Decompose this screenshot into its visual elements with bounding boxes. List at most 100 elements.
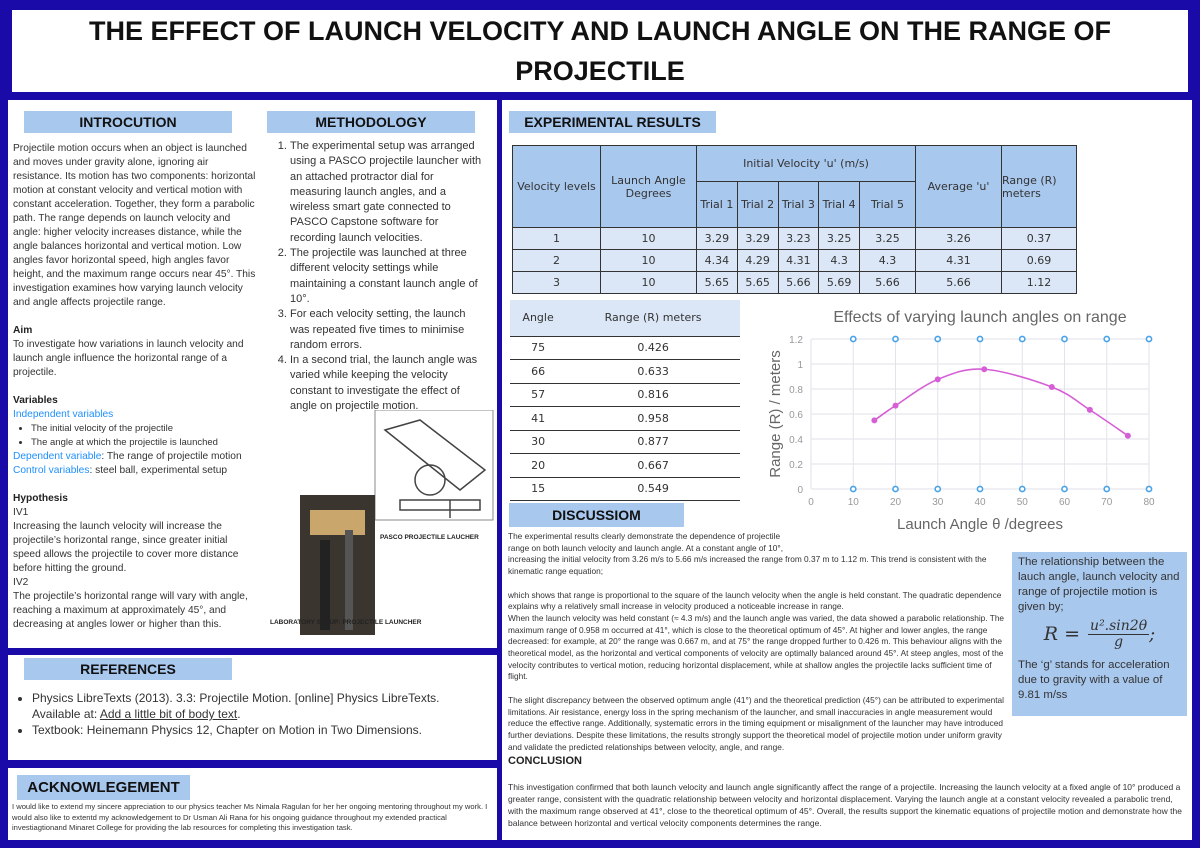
data-point: [871, 417, 878, 424]
data-point: [849, 485, 857, 493]
velocity-table: Velocity levels Launch Angle Degrees Initi…: [512, 145, 1077, 294]
dependent-label: Dependent variable: [13, 451, 102, 462]
table-row: 20 0.667: [510, 453, 740, 478]
dependent-text: : The range of projectile motion: [101, 451, 242, 462]
data-point: [934, 376, 941, 383]
table-cell: 4.3: [818, 249, 860, 272]
formula-note: The ‘g’ stands for acceleration due to g…: [1018, 659, 1170, 701]
data-point: [976, 335, 984, 343]
col-trial: Trial 4: [818, 181, 860, 228]
table-cell: 5.66: [859, 271, 916, 294]
table-cell: 3.25: [859, 227, 916, 250]
angle-range-chart: Effects of varying launch angles on rang…: [767, 309, 1155, 533]
x-tick-label: 20: [890, 497, 902, 508]
results-heading: EXPERIMENTAL RESULTS: [509, 111, 716, 133]
y-tick-label: 0.2: [789, 460, 803, 471]
data-point: [892, 335, 899, 343]
iv1-label: IV1: [13, 507, 29, 518]
x-tick-label: 0: [808, 497, 814, 508]
table-cell: 41: [510, 406, 567, 431]
x-tick-label: 50: [1017, 497, 1029, 508]
y-tick-label: 1.2: [789, 335, 803, 346]
references-list: Physics LibreTexts (2013). 3.3: Projecti…: [14, 690, 484, 738]
table-row: 2 10 4.34 4.29 4.31 4.3 4.3 4.31 0.69: [512, 249, 1077, 272]
discussion-section: The experimental results clearly demonst…: [508, 531, 1008, 753]
x-tick-label: 60: [1059, 497, 1071, 508]
iv1-text: Increasing the launch velocity will incr…: [13, 521, 239, 574]
methodology-heading: METHODOLOGY: [267, 111, 475, 133]
caption-lab-setup: LABORATORY SETUP: PROJECTILE LAUNCHER: [270, 619, 422, 626]
data-point: [1124, 432, 1131, 439]
intro-heading: INTROCUTION: [24, 111, 232, 133]
table-cell: 5.66: [777, 271, 820, 294]
reference-text-end: .: [237, 707, 241, 721]
table-cell: 3.25: [818, 227, 860, 250]
data-point: [976, 485, 984, 493]
method-step: The projectile was launched at three dif…: [290, 246, 484, 307]
table-cell: 3.29: [696, 227, 738, 250]
formula-lhs: R =: [1043, 623, 1081, 645]
data-point: [1061, 485, 1068, 493]
x-axis-label: Launch Angle θ /degrees: [897, 516, 1063, 533]
reference-item: Textbook: Heinemann Physics 12, Chapter …: [32, 722, 484, 738]
formula-numerator: u².sin2θ: [1088, 618, 1150, 635]
table-row: 3 10 5.65 5.65 5.66 5.69 5.66 5.66 1.12: [512, 271, 1077, 294]
table-cell: 4.31: [915, 249, 1002, 272]
data-point: [1048, 384, 1055, 390]
data-point: [849, 335, 857, 343]
reference-link[interactable]: Add a little bit of body text: [99, 707, 238, 721]
data-point: [1086, 406, 1093, 413]
discussion-p4: The slight discrepancy between the obser…: [508, 694, 1004, 752]
table-cell: 0.549: [566, 477, 740, 501]
table-cell: 3: [512, 271, 601, 294]
col-initial-velocity: Initial Velocity 'u' (m/s): [696, 145, 916, 182]
table-cell: 0.877: [566, 430, 740, 454]
intro-text: Projectile motion occurs when an object …: [13, 143, 256, 308]
table-cell: 75: [510, 336, 567, 360]
data-point: [981, 366, 988, 373]
discussion-p1: The experimental results clearly demonst…: [508, 531, 784, 553]
caption-pasco-launcher: PASCO PROJECTILE LAUCHER: [380, 534, 479, 541]
table-row: 75 0.426: [510, 336, 740, 360]
conclusion-text: This investigation confirmed that both l…: [508, 782, 1182, 828]
col-range: Range (R) meters: [1001, 145, 1077, 228]
x-tick-label: 80: [1143, 497, 1155, 508]
references-heading: REFERENCES: [24, 658, 232, 680]
col-velocity-levels: Velocity levels: [512, 145, 601, 228]
table-row: 1 10 3.29 3.29 3.23 3.25 3.25 3.26 0.37: [512, 227, 1077, 250]
table-cell: 0.633: [566, 359, 740, 384]
table-cell: 57: [510, 383, 567, 407]
chart-title: Effects of varying launch angles on rang…: [833, 309, 1126, 326]
data-point: [1145, 485, 1153, 493]
method-step: In a second trial, the launch angle was …: [290, 353, 484, 414]
formula-fraction: u².sin2θ g: [1088, 618, 1150, 650]
data-point: [934, 485, 942, 493]
table-cell: 10: [600, 249, 697, 272]
aim-text: To investigate how variations in launch …: [13, 339, 244, 378]
table-row: 57 0.816: [510, 383, 740, 407]
discussion-heading: DISCUSSIOM: [509, 503, 684, 527]
table-row: 15 0.549: [510, 477, 740, 501]
col-trial: Trial 1: [696, 181, 738, 228]
independent-item: The angle at which the projectile is lau…: [31, 436, 258, 450]
table-cell: 5.69: [818, 271, 860, 294]
methodology-steps: The experimental setup was arranged usin…: [272, 139, 484, 414]
table-cell: 5.65: [696, 271, 738, 294]
table-row: 30 0.877: [510, 430, 740, 454]
conclusion-heading: CONCLUSION: [508, 755, 582, 767]
y-tick-label: 1: [797, 360, 803, 371]
acknowledgement-heading: ACKNOWLEGEMENT: [17, 775, 190, 800]
table-cell: 4.34: [696, 249, 738, 272]
formula-denominator: g: [1114, 634, 1124, 650]
table-cell: 4.31: [777, 249, 820, 272]
col-trial: Trial 3: [777, 181, 820, 228]
table-cell: 15: [510, 477, 567, 501]
col-range-meters: Range (R) meters: [566, 300, 740, 337]
x-tick-label: 70: [1101, 497, 1113, 508]
hypothesis-heading: Hypothesis: [13, 493, 68, 504]
method-step: The experimental setup was arranged usin…: [290, 139, 484, 246]
y-axis-label: Range (R) / meters: [767, 350, 784, 478]
x-tick-label: 30: [932, 497, 944, 508]
table-cell: 20: [510, 453, 567, 478]
formula-semicolon: ;: [1149, 624, 1156, 645]
